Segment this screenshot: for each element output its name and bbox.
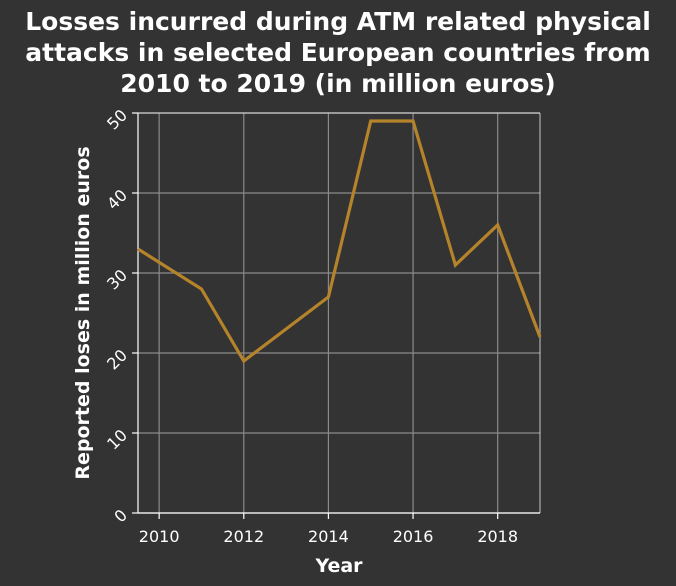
y-tick-label: 40 bbox=[103, 186, 131, 214]
y-tick-label: 10 bbox=[103, 426, 131, 454]
x-tick-label: 2012 bbox=[223, 527, 264, 546]
series-line bbox=[137, 119, 542, 364]
plot-frame bbox=[137, 112, 541, 514]
y-tick-label: 50 bbox=[103, 106, 131, 134]
x-tick-label: 2010 bbox=[139, 527, 180, 546]
y-tick-label: 20 bbox=[103, 346, 131, 374]
x-tick-label: 2018 bbox=[477, 527, 518, 546]
x-tick-label: 2016 bbox=[393, 527, 434, 546]
x-tick-label: 2014 bbox=[308, 527, 349, 546]
chart-title-line-1: Losses incurred during ATM related physi… bbox=[25, 7, 651, 36]
y-axis-label: Reported loses in million euros bbox=[72, 146, 94, 479]
series-layer bbox=[137, 119, 542, 364]
chart-title-line-3: 2010 to 2019 (in million euros) bbox=[120, 69, 555, 98]
axis-ticks: 2010 2012 2014 2016 2018 0 10 20 30 40 50 bbox=[103, 106, 518, 546]
y-tick-label: 30 bbox=[103, 266, 131, 294]
grid bbox=[138, 112, 540, 514]
chart-title-line-2: attacks in selected European countries f… bbox=[25, 38, 650, 67]
y-tick-label: 0 bbox=[110, 506, 131, 527]
x-axis-label: Year bbox=[314, 555, 363, 577]
